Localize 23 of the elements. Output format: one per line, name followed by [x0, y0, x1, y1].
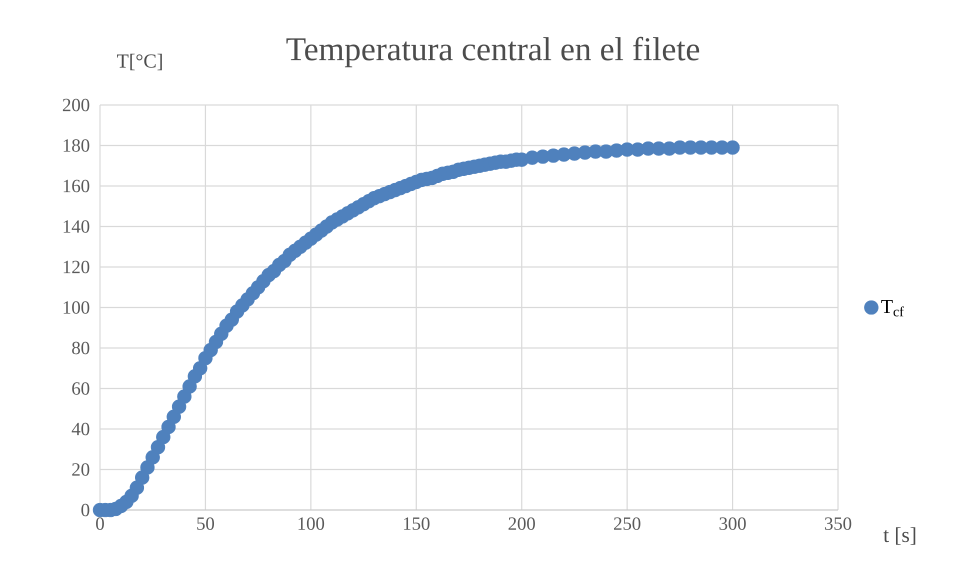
x-tick-label: 350: [824, 517, 852, 530]
y-tick-label: 80: [72, 342, 90, 354]
y-tick-label: 140: [64, 220, 90, 233]
x-tick-label: 100: [298, 517, 324, 530]
chart-title: Temperatura central en el filete: [286, 36, 700, 68]
y-tick-label: 0: [81, 504, 90, 516]
x-tick-label: 0: [96, 517, 104, 530]
x-axis-title: t [s]: [883, 527, 916, 545]
y-tick-label: 100: [64, 301, 90, 314]
y-tick-label: 120: [64, 260, 90, 274]
y-tick-label: 20: [72, 463, 90, 476]
y-tick-label: 200: [62, 98, 90, 112]
x-tick-label: 150: [404, 517, 430, 530]
y-tick-label: 160: [64, 180, 90, 192]
y-tick-label: 40: [72, 422, 90, 436]
x-tick-label: 50: [197, 517, 214, 530]
legend-label: T$_{cf}$: [881, 300, 904, 316]
x-tick-label: 300: [720, 517, 746, 530]
x-tick-label: 250: [614, 517, 640, 530]
y-tick-label: 180: [64, 139, 90, 152]
x-tick-label: 200: [508, 517, 535, 530]
y-tick-label: 60: [72, 382, 90, 395]
y-axis-title: T[°C]: [117, 54, 162, 70]
